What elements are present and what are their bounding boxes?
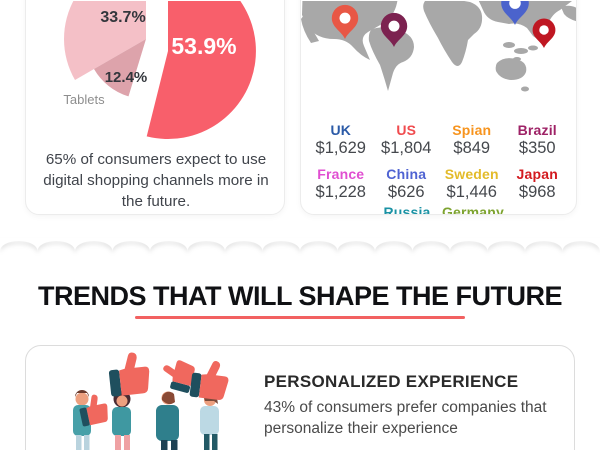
map-pin-east-asia-icon (532, 18, 556, 48)
section-heading: TRENDS THAT WILL SHAPE THE FUTURE (38, 281, 563, 311)
pie-label-539: 53.9% (171, 33, 237, 59)
country-value: $1,228 (315, 183, 366, 201)
country-name: Brazil (517, 122, 557, 138)
country-name: UK (330, 122, 352, 138)
country-name: Spian (452, 122, 492, 138)
country-sweden: Sweden $1,446 (439, 166, 505, 202)
trend-card: PERSONALIZED EXPERIENCE 43% of consumers… (25, 345, 575, 450)
country-japan: Japan $968 (505, 166, 571, 202)
scallop-divider (0, 238, 600, 251)
country-russia: Russia $396 (374, 204, 440, 215)
country-uk: UK $1,629 (308, 122, 374, 158)
country-row-3: Russia $396 Germany $1,064 (374, 204, 506, 215)
pie-chart-card: 53.9% 33.7% 12.4% Tablets 65% of consume… (25, 0, 285, 215)
country-name: China (386, 166, 427, 182)
world-map-card: UK $1,629 US $1,804 Spian $849 Brazil $3… (300, 0, 577, 215)
pie-label-337: 33.7% (100, 9, 146, 26)
country-value: $1,629 (315, 139, 366, 157)
trend-description: 43% of consumers prefer companies that p… (264, 399, 547, 437)
pie-label-124: 12.4% (104, 69, 148, 86)
country-value: $849 (453, 139, 491, 157)
country-name: France (317, 166, 365, 182)
country-name: Japan (516, 166, 558, 182)
country-france: France $1,228 (308, 166, 374, 202)
map-pin-north-america-icon (331, 4, 359, 40)
country-row-1: UK $1,629 US $1,804 Spian $849 Brazil $3… (308, 122, 570, 158)
pie-side-label: Tablets (63, 92, 105, 107)
pie-slice-539 (146, 1, 256, 139)
country-name: US (396, 122, 417, 138)
country-value: $1,804 (381, 139, 432, 157)
pie-slice-337 (64, 1, 146, 80)
country-value: $350 (518, 139, 556, 157)
pie-slice-124 (94, 39, 146, 97)
map-pin-south-america-icon (380, 12, 408, 47)
pie-caption: 65% of consumers expect to use digital s… (43, 151, 269, 210)
heading-underline (135, 316, 465, 319)
country-value: $626 (387, 183, 425, 201)
country-name: Russia (383, 204, 431, 215)
country-brazil: Brazil $350 (505, 122, 571, 158)
country-china: China $626 (374, 166, 440, 202)
country-value: $1,446 (446, 183, 497, 201)
trend-title: PERSONALIZED EXPERIENCE (264, 372, 519, 391)
country-row-2: France $1,228 China $626 Sweden $1,446 J… (308, 166, 570, 202)
country-name: Sweden (444, 166, 499, 182)
world-map (301, 1, 576, 92)
country-germany: Germany $1,064 (440, 204, 506, 215)
country-name: Germany (441, 204, 505, 215)
country-value: $968 (518, 183, 556, 201)
thumbs-up-illustration (73, 350, 231, 450)
country-spain: Spian $849 (439, 122, 505, 158)
country-us: US $1,804 (374, 122, 440, 158)
pie-chart (64, 1, 256, 139)
map-pin-north-asia-icon (501, 1, 529, 25)
